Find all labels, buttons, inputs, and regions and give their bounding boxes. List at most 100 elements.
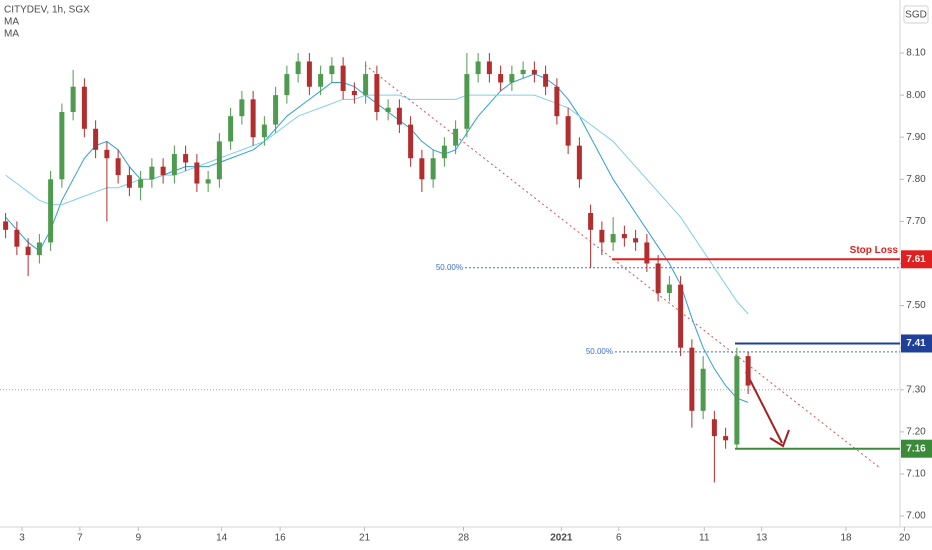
candle-body <box>689 347 695 411</box>
candle-body <box>363 74 369 96</box>
candle-body <box>295 61 301 75</box>
candle-body <box>588 212 594 230</box>
candle-body <box>374 74 380 112</box>
level-label: 7.41 <box>906 338 926 349</box>
candle-body <box>700 368 706 411</box>
candle-body <box>408 124 414 159</box>
y-tick-label: 7.10 <box>906 469 926 480</box>
fib-label: 50.00% <box>436 263 463 272</box>
candle-body <box>329 65 335 75</box>
y-tick-label: 7.50 <box>906 300 926 311</box>
candle-body <box>734 356 740 445</box>
candle-body <box>194 162 200 184</box>
candle-body <box>723 436 729 441</box>
level-note: Stop Loss <box>850 245 899 256</box>
y-tick-label: 8.10 <box>906 48 926 59</box>
candle-body <box>261 124 267 138</box>
trend-line <box>364 64 881 469</box>
candle-body <box>554 86 560 117</box>
y-tick-label: 7.70 <box>906 216 926 227</box>
candle-body <box>3 221 9 230</box>
candle-body <box>239 99 245 117</box>
candle-body <box>655 263 661 293</box>
candle-body <box>745 356 751 386</box>
candle-body <box>183 154 189 163</box>
x-tick-label: 7 <box>77 533 83 544</box>
candle-body <box>486 61 492 75</box>
candle-body <box>14 229 20 247</box>
candle-body <box>273 95 279 125</box>
candle-body <box>610 234 616 243</box>
candle-body <box>441 145 447 159</box>
y-tick-label: 8.00 <box>906 90 926 101</box>
x-tick-label: 3 <box>19 533 25 544</box>
candle-body <box>520 69 526 75</box>
y-tick-label: 7.80 <box>906 174 926 185</box>
candle-body <box>70 86 76 112</box>
x-tick-label: 20 <box>899 533 911 544</box>
candle-body <box>430 158 436 180</box>
x-tick-label: 18 <box>840 533 852 544</box>
x-tick-label: 9 <box>136 533 142 544</box>
legend-entry: MA <box>4 17 19 28</box>
y-tick-label: 7.90 <box>906 132 926 143</box>
x-tick-label: 13 <box>756 533 768 544</box>
x-tick-label: 16 <box>275 533 287 544</box>
candle-body <box>633 238 639 243</box>
legend-entry: MA <box>4 29 19 40</box>
candle-body <box>250 99 256 138</box>
candle-body <box>228 116 234 142</box>
candle-body <box>509 74 515 83</box>
y-tick-label: 7.20 <box>906 427 926 438</box>
candle-body <box>138 179 144 188</box>
candle-body <box>48 179 54 243</box>
candle-body <box>104 149 110 159</box>
candle-body <box>475 61 481 75</box>
candle-body <box>419 158 425 180</box>
x-tick-label: 6 <box>616 533 622 544</box>
candle-body <box>318 74 324 87</box>
candle-body <box>126 175 132 188</box>
fib-label: 50.00% <box>586 347 613 356</box>
candle-body <box>385 107 391 112</box>
candle-body <box>160 166 166 176</box>
candle-body <box>621 234 627 239</box>
candle-body <box>59 111 65 180</box>
candle-body <box>678 284 684 348</box>
candle-body <box>531 69 537 75</box>
x-tick-label: 2021 <box>550 533 573 544</box>
level-box <box>901 250 932 269</box>
candle-body <box>93 128 99 150</box>
candle-body <box>543 74 549 87</box>
x-tick-label: 28 <box>458 533 470 544</box>
currency-box[interactable] <box>903 5 929 24</box>
candle-body <box>711 419 717 437</box>
candle-body <box>396 107 402 125</box>
level-label: 7.61 <box>906 254 926 265</box>
candle-body <box>576 145 582 180</box>
candle-body <box>115 158 121 176</box>
candle-body <box>453 128 459 146</box>
currency: SGD <box>905 10 927 21</box>
candle-body <box>25 246 31 256</box>
chart-title: CITYDEV, 1h, SGX <box>4 5 90 16</box>
candle-body <box>36 242 42 256</box>
arrow-head <box>769 429 790 448</box>
y-tick-label: 7.30 <box>906 384 926 395</box>
y-tick-label: 7.00 <box>906 511 926 522</box>
candle-body <box>216 141 222 180</box>
x-tick-label: 21 <box>359 533 371 544</box>
level-box <box>901 334 932 353</box>
candle-body <box>306 61 312 87</box>
x-tick-label: 11 <box>699 533 710 544</box>
x-tick-label: 14 <box>216 533 228 544</box>
candle-body <box>464 74 470 129</box>
candle-body <box>565 116 571 146</box>
candle-body <box>340 65 346 91</box>
candle-body <box>644 242 650 264</box>
candle-body <box>599 229 605 243</box>
arrow-shaft <box>745 371 783 444</box>
candle-body <box>666 284 672 293</box>
